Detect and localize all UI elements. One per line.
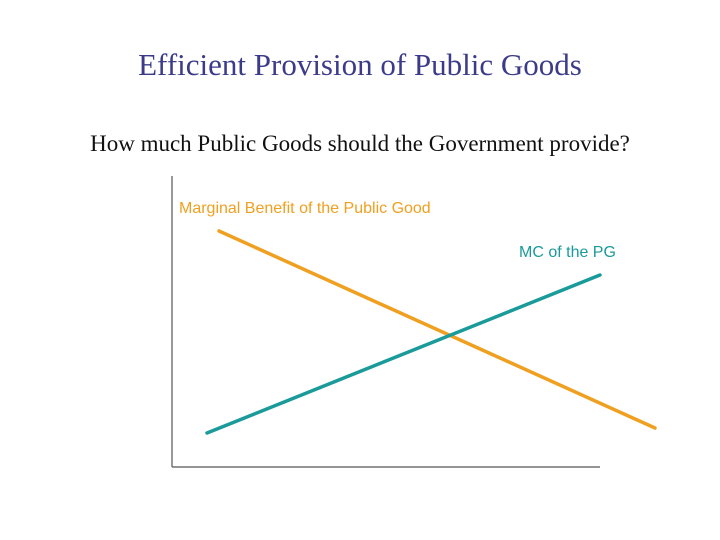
marginal-benefit-label: Marginal Benefit of the Public Good: [179, 200, 431, 217]
marginal-cost-label: MC of the PG: [519, 244, 616, 261]
slide-title: Efficient Provision of Public Goods: [138, 47, 582, 82]
marginal-cost-curve: [205, 273, 602, 435]
slide-question: How much Public Goods should the Governm…: [90, 131, 630, 156]
marginal-benefit-curve: [217, 229, 657, 430]
